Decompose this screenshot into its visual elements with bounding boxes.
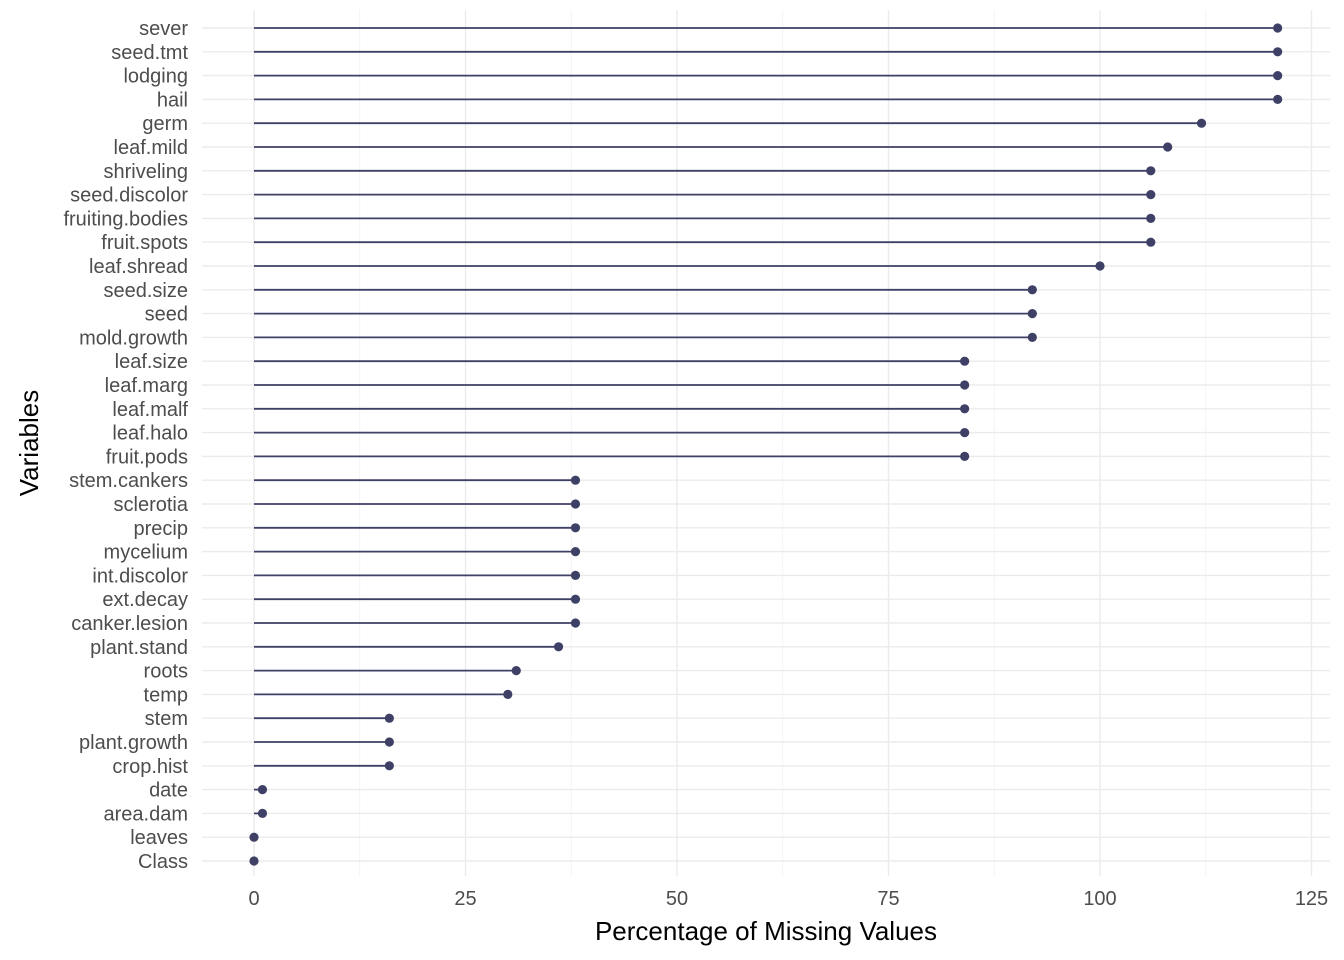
lollipop-point xyxy=(570,523,581,533)
lollipop-point xyxy=(960,404,970,414)
y-tick-label: seed.tmt xyxy=(111,42,188,64)
lollipop-point xyxy=(503,689,513,700)
y-tick-label: lodging xyxy=(123,66,188,88)
y-tick-label: seed.discolor xyxy=(70,185,188,207)
lollipop-point xyxy=(570,570,581,581)
lollipop-point xyxy=(570,547,581,557)
lollipop-point xyxy=(1146,213,1156,223)
lollipop-point xyxy=(570,594,581,604)
y-tick-label: ext.decay xyxy=(102,589,188,611)
y-tick-label: roots xyxy=(144,661,188,683)
lollipop-point xyxy=(1027,332,1037,342)
y-tick-label: germ xyxy=(142,113,188,135)
y-tick-label: shriveling xyxy=(104,161,188,183)
lollipop-point xyxy=(960,380,970,390)
lollipop-point xyxy=(1095,261,1105,271)
x-tick-label: 50 xyxy=(666,888,688,910)
y-tick-label: hail xyxy=(157,89,188,111)
y-tick-label: fruit.spots xyxy=(101,232,188,254)
y-tick-label: plant.growth xyxy=(79,732,188,754)
lollipop-point xyxy=(553,642,564,652)
y-tick-label: area.dam xyxy=(104,803,189,825)
y-tick-label: crop.hist xyxy=(112,756,188,778)
x-tick-label: 125 xyxy=(1295,888,1328,910)
lollipop-point xyxy=(257,808,268,819)
lollipop-point xyxy=(1196,118,1207,128)
y-tick-label: leaf.marg xyxy=(105,375,188,397)
y-tick-label: mold.growth xyxy=(79,327,188,349)
lollipop-point xyxy=(960,451,970,461)
x-axis-title: Percentage of Missing Values xyxy=(595,916,937,946)
lollipop-point xyxy=(257,785,268,795)
x-tick-label: 0 xyxy=(248,888,259,910)
y-tick-label: sclerotia xyxy=(114,494,189,516)
y-tick-label: leaf.mild xyxy=(114,137,188,159)
y-tick-label: mycelium xyxy=(104,542,188,564)
y-tick-label: stem xyxy=(145,708,188,730)
lollipop-point xyxy=(1146,237,1156,247)
y-tick-label: Class xyxy=(138,851,188,873)
x-tick-label: 25 xyxy=(454,888,476,910)
y-tick-label: canker.lesion xyxy=(71,613,188,635)
y-tick-label: int.discolor xyxy=(92,565,188,587)
lollipop-point xyxy=(1146,190,1156,200)
lollipop-point xyxy=(1027,309,1037,319)
y-tick-label: leaf.shread xyxy=(89,256,188,278)
y-tick-label: temp xyxy=(144,684,188,706)
lollipop-point xyxy=(1027,285,1037,295)
y-tick-label: leaves xyxy=(130,827,188,849)
lollipop-point xyxy=(384,713,394,723)
lollipop-point xyxy=(1273,23,1283,33)
lollipop-point xyxy=(570,475,581,485)
y-tick-label: leaf.size xyxy=(115,351,188,373)
y-tick-label: precip xyxy=(134,518,188,540)
lollipop-point xyxy=(570,499,581,509)
y-axis-title: Variables xyxy=(14,390,44,496)
lollipop-point xyxy=(570,618,581,628)
y-tick-label: leaf.malf xyxy=(112,399,188,421)
y-tick-label: stem.cankers xyxy=(69,470,188,492)
y-tick-label: plant.stand xyxy=(90,637,188,659)
y-tick-label: seed.size xyxy=(104,280,189,302)
lollipop-point xyxy=(249,856,259,866)
lollipop-point xyxy=(1146,166,1156,176)
lollipop-point xyxy=(249,832,259,842)
grid-lines xyxy=(202,10,1330,876)
lollipop-point xyxy=(384,737,394,747)
lollipop-point xyxy=(384,761,394,771)
lollipop-point xyxy=(1273,94,1283,104)
x-tick-labels: 0 25 50 75 100 125 xyxy=(248,888,1328,910)
y-tick-label: fruit.pods xyxy=(106,446,188,468)
lollipop-point xyxy=(1273,47,1283,57)
y-tick-labels: severseed.tmtlodginghailgermleaf.mildshr… xyxy=(63,18,188,873)
y-tick-label: leaf.halo xyxy=(112,423,188,445)
x-tick-label: 75 xyxy=(877,888,899,910)
y-tick-label: fruiting.bodies xyxy=(63,208,188,230)
lollipop-points xyxy=(249,23,1283,866)
lollipop-stems xyxy=(254,27,1278,815)
y-tick-label: date xyxy=(149,780,188,802)
x-tick-label: 100 xyxy=(1083,888,1116,910)
lollipop-point xyxy=(1273,71,1283,81)
lollipop-point xyxy=(960,428,970,438)
lollipop-point xyxy=(960,356,970,366)
lollipop-point xyxy=(511,666,521,676)
y-tick-label: sever xyxy=(139,18,188,40)
lollipop-point xyxy=(1163,142,1173,152)
y-tick-label: seed xyxy=(145,304,188,326)
